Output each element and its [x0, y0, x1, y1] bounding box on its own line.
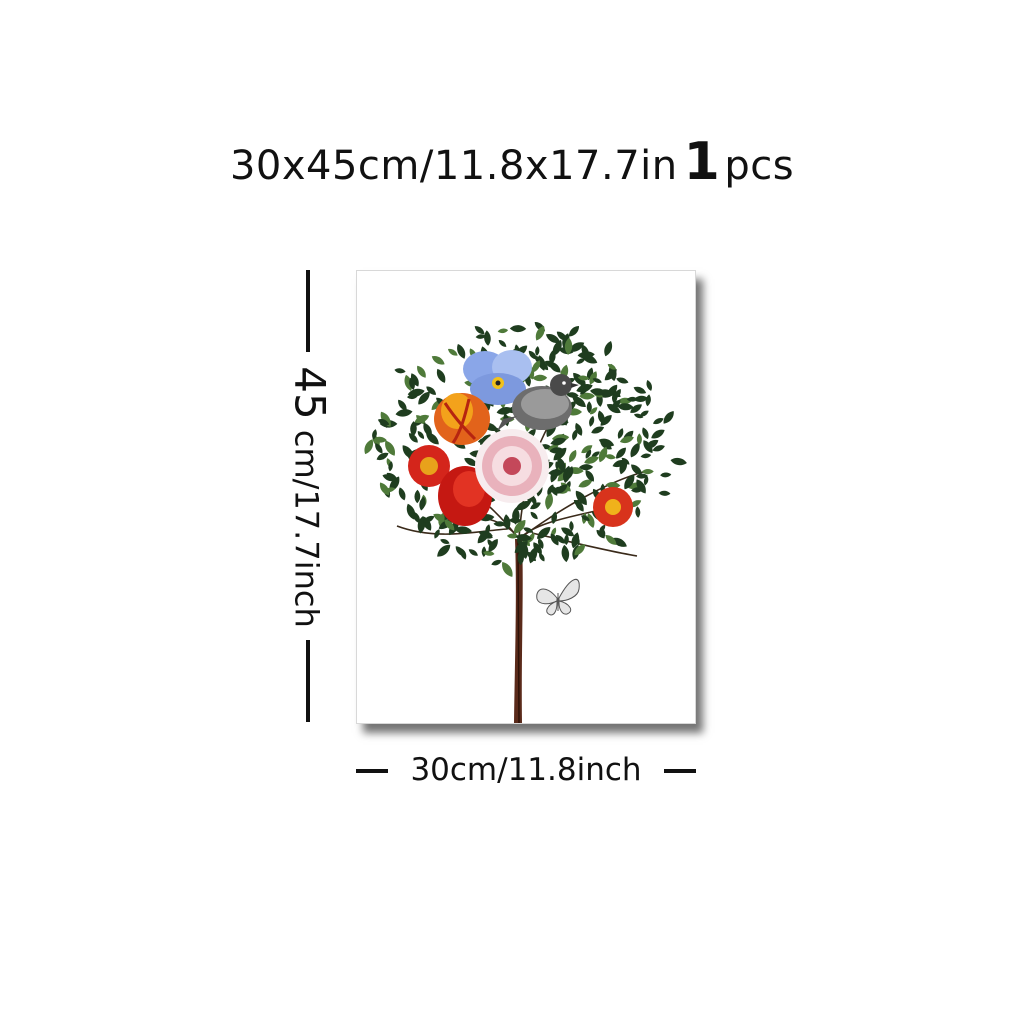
- red-poppy-right: [593, 487, 633, 527]
- height-text: cm/17.7inch: [287, 429, 326, 628]
- red-poppy-left: [408, 445, 450, 487]
- canvas-print: [356, 270, 696, 724]
- height-dimension-label: 45 cm/17.7inch: [286, 366, 335, 627]
- orange-tulip-flower: [434, 393, 490, 445]
- tree-artwork: [361, 319, 688, 723]
- quantity-unit: pcs: [724, 143, 795, 189]
- blue-pansy-flower: [463, 350, 532, 405]
- size-title: 30x45cm/11.8x17.7in 1 pcs: [0, 132, 1024, 196]
- width-dimension-label: 30cm/11.8inch: [410, 752, 642, 788]
- width-dimension-line-left: [356, 769, 388, 773]
- size-text: 30x45cm/11.8x17.7in: [229, 143, 678, 189]
- height-number: 45: [285, 366, 335, 420]
- width-dimension-line-right: [664, 769, 696, 773]
- butterfly-illustration: [536, 578, 580, 616]
- quantity-number: 1: [683, 132, 721, 192]
- height-dimension-line-bottom: [306, 640, 310, 722]
- pink-carnation-flower: [475, 429, 549, 503]
- bird-illustration: [497, 374, 579, 431]
- height-dimension-line-top: [306, 270, 310, 352]
- tree-trunk: [514, 539, 523, 723]
